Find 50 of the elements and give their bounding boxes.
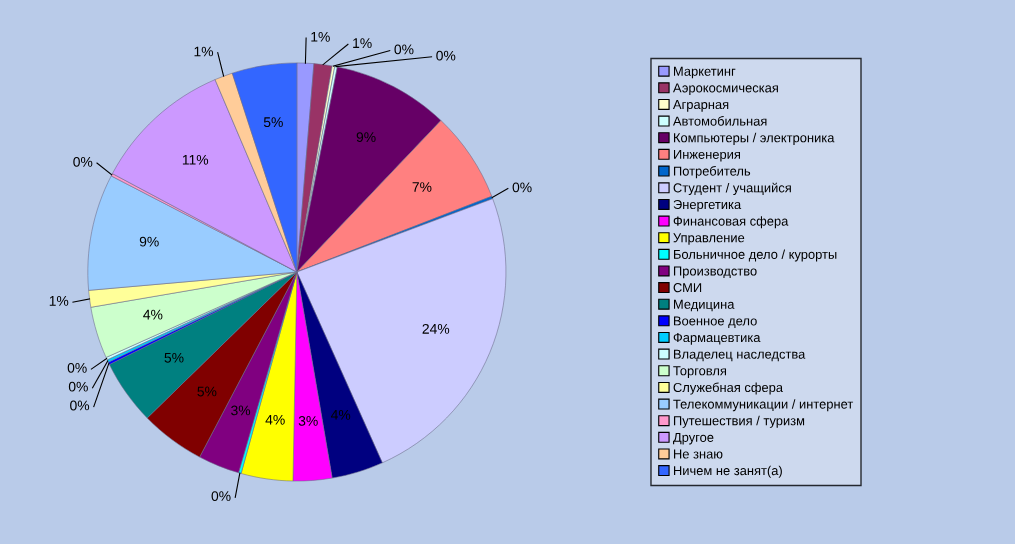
legend-label: Аграрная bbox=[672, 100, 729, 112]
data-label: 0% bbox=[73, 156, 93, 167]
data-label: 3% bbox=[231, 405, 251, 416]
legend-label: Торговля bbox=[673, 366, 727, 378]
data-label: 4% bbox=[330, 409, 351, 420]
data-label: 9% bbox=[139, 236, 159, 247]
legend-label: Владелец наследства bbox=[674, 349, 806, 362]
legend-label: Военное дело bbox=[674, 316, 757, 328]
legend-label: Инженерия bbox=[674, 149, 740, 162]
data-label: 0% bbox=[68, 381, 88, 392]
data-label: 0% bbox=[512, 182, 532, 193]
data-label: 1% bbox=[49, 296, 69, 306]
data-label: 9% bbox=[356, 132, 376, 143]
data-label: 0% bbox=[67, 362, 87, 373]
legend-label: Служебная сфера bbox=[673, 382, 784, 395]
data-label: 3% bbox=[298, 416, 318, 426]
data-label: 7% bbox=[412, 182, 432, 192]
legend-label: Фармацевтика bbox=[673, 333, 761, 345]
data-label: 0% bbox=[394, 44, 414, 55]
data-label: 5% bbox=[197, 386, 217, 397]
data-label: 4% bbox=[265, 414, 285, 425]
legend-label: Энергетика bbox=[673, 199, 742, 212]
legend-label: Финансовая сфера bbox=[673, 216, 789, 229]
legend-label: Потребитель bbox=[673, 166, 751, 179]
legend-label: Управление bbox=[673, 233, 745, 245]
legend-label: Медицина bbox=[674, 299, 735, 312]
data-label: 0% bbox=[436, 50, 456, 61]
data-label: 1% bbox=[194, 46, 214, 57]
legend-label: Аэрокосмическая bbox=[672, 83, 778, 95]
legend-label: СМИ bbox=[673, 283, 702, 293]
legend-label: Студент / учащийся bbox=[673, 182, 791, 195]
legend-label: Автомобильная bbox=[672, 116, 767, 126]
data-label: 0% bbox=[70, 400, 90, 411]
data-label: 24% bbox=[422, 323, 450, 334]
legend-label: Производство bbox=[673, 266, 757, 279]
data-label: 5% bbox=[263, 117, 283, 128]
legend-label: Больничное дело / курорты bbox=[674, 249, 837, 262]
legend-label: Маркетинг bbox=[674, 66, 736, 79]
data-label: 1% bbox=[311, 31, 330, 42]
data-label: 1% bbox=[353, 38, 372, 48]
legend-label: Телекоммуникации / интернет bbox=[673, 399, 854, 412]
data-label: 4% bbox=[143, 309, 163, 320]
legend-label: Путешествия / туризм bbox=[673, 415, 805, 428]
legend-label: Не знаю bbox=[674, 449, 723, 459]
legend-label: Другое bbox=[673, 432, 714, 445]
data-label: 11% bbox=[182, 154, 209, 165]
legend-label: Ничем не занят(а) bbox=[674, 465, 782, 478]
legend-label: Компьютеры / электроника bbox=[674, 132, 835, 145]
data-label: 5% bbox=[164, 352, 184, 363]
data-label: 0% bbox=[211, 491, 231, 501]
